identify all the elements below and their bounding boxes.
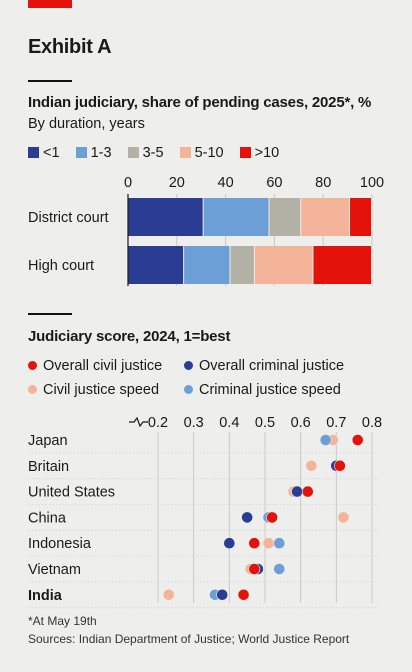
data-point — [337, 511, 350, 524]
stacked-bar-chart: 0 20 40 60 80 100 District court High court — [28, 175, 384, 286]
category-label: Vietnam — [28, 562, 81, 578]
legend-dot — [28, 385, 37, 394]
data-point — [273, 537, 286, 550]
x-tick-label: 100 — [360, 175, 384, 191]
legend-label: <1 — [43, 145, 60, 161]
data-point — [305, 459, 318, 472]
legend-label: 3-5 — [142, 145, 164, 161]
data-point — [237, 588, 250, 601]
data-point — [301, 485, 314, 498]
bar-segment — [301, 198, 350, 236]
category-label: Indonesia — [28, 536, 92, 552]
data-point — [223, 537, 236, 550]
data-point — [162, 588, 175, 601]
legend-swatch — [75, 147, 87, 158]
chart1-subtitle: By duration, years — [28, 116, 145, 132]
legend-label: Overall criminal justice — [199, 358, 345, 374]
legend-dot — [184, 385, 193, 394]
bar-segment — [230, 246, 254, 284]
legend-item: 1-3 — [75, 145, 112, 161]
category-label: Britain — [28, 459, 69, 475]
x-tick-label: 0.5 — [255, 415, 275, 431]
section-rule — [28, 80, 72, 82]
axis-break-icon — [129, 416, 148, 428]
data-point — [248, 563, 261, 575]
sources: Sources: Indian Department of Justice; W… — [28, 632, 350, 646]
legend-label: Criminal justice speed — [199, 382, 341, 398]
chart1-legend: <1 1-3 3-5 5-10 >10 — [28, 145, 291, 161]
legend-item: Overall criminal justice — [184, 358, 344, 374]
bar-segment — [313, 246, 371, 284]
bar-segment — [128, 246, 184, 284]
data-point — [273, 563, 286, 575]
legend-swatch — [28, 147, 39, 158]
x-tick-label: 60 — [266, 175, 282, 191]
category-label: Japan — [28, 433, 68, 449]
legend-dot — [28, 361, 37, 370]
x-tick-label: 0.4 — [219, 415, 239, 431]
data-point — [262, 537, 275, 550]
legend-item: 3-5 — [127, 145, 164, 161]
data-point — [216, 588, 229, 601]
chart2-title: Judiciary score, 2024, 1=best — [28, 328, 231, 345]
bar-segment — [269, 198, 301, 236]
category-label: District court — [28, 210, 109, 226]
section-rule — [28, 313, 72, 315]
x-tick-label: 0.3 — [184, 415, 204, 431]
x-tick-label: 0.2 — [148, 415, 168, 431]
legend-label: 1-3 — [90, 145, 112, 161]
bar-segment — [184, 246, 230, 284]
data-point — [333, 459, 346, 472]
legend-label: Civil justice speed — [43, 382, 160, 398]
legend-item: <1 — [28, 145, 60, 161]
x-tick-label: 0 — [124, 175, 132, 191]
data-point — [291, 485, 303, 498]
legend-item: 5-10 — [179, 145, 224, 161]
data-point — [351, 434, 364, 446]
legend-label: Overall civil justice — [43, 358, 163, 374]
legend-item: Civil justice speed — [28, 382, 159, 398]
legend-swatch — [179, 147, 191, 158]
legend-item: >10 — [239, 145, 280, 161]
data-point — [266, 511, 279, 524]
bar-segment — [254, 246, 313, 284]
legend-item: Overall civil justice — [28, 358, 162, 374]
x-tick-label: 20 — [169, 175, 185, 191]
bar-segment — [350, 198, 371, 236]
legend-label: 5-10 — [194, 145, 224, 161]
data-point — [248, 537, 261, 550]
exhibit-label: Exhibit A — [28, 36, 112, 58]
category-label: High court — [28, 258, 94, 274]
legend-swatch — [127, 147, 139, 158]
data-point — [319, 434, 332, 446]
legend-dot — [184, 361, 193, 370]
brand-tag — [28, 0, 72, 8]
data-point — [241, 511, 254, 524]
legend-swatch — [239, 147, 251, 158]
category-label: China — [28, 510, 67, 526]
legend-item: Criminal justice speed — [184, 382, 341, 398]
category-label: India — [28, 588, 63, 604]
legend-label: >10 — [254, 145, 280, 161]
x-tick-label: 80 — [315, 175, 331, 191]
x-tick-label: 0.7 — [326, 415, 346, 431]
x-tick-label: 0.8 — [362, 415, 382, 431]
footnote: *At May 19th — [28, 614, 97, 628]
chart1-title: Indian judiciary, share of pending cases… — [28, 94, 372, 111]
x-tick-label: 40 — [218, 175, 234, 191]
category-label: United States — [28, 485, 115, 501]
dot-plot-chart: 0.2 0.3 0.4 0.5 0.6 0.7 0.8 Japan Britain United … — [28, 415, 382, 609]
bar-segment — [128, 198, 203, 236]
bar-segment — [203, 198, 269, 236]
x-tick-label: 0.6 — [291, 415, 311, 431]
